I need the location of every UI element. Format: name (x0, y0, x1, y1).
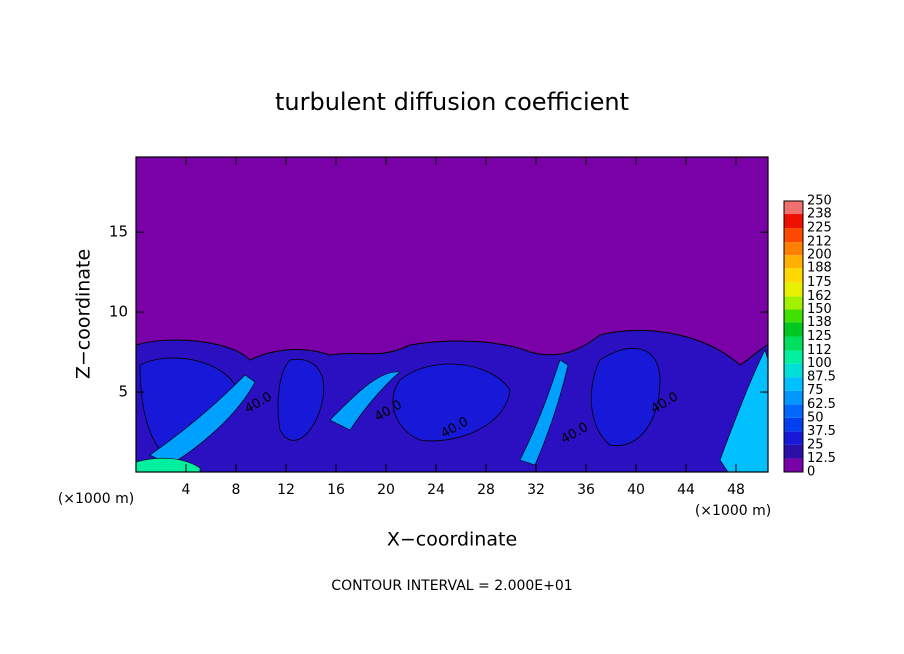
colorbar-label: 112 (807, 343, 832, 358)
chart-title: turbulent diffusion coefficient (275, 88, 629, 116)
colorbar-segment (784, 268, 803, 283)
x-tick-label: 24 (427, 482, 445, 498)
colorbar-segment (784, 228, 803, 243)
colorbar-frame (783, 200, 804, 473)
y-axis-label: Z−coordinate (73, 249, 95, 379)
colorbar-label: 0 (807, 465, 815, 480)
colorbar-segment (784, 458, 803, 472)
x-tick-label: 28 (477, 482, 495, 498)
colorbar-label: 200 (807, 248, 832, 263)
colorbar-label: 62.5 (807, 397, 836, 412)
plot-frame (135, 156, 769, 473)
y-tick-label: 15 (109, 223, 128, 241)
x-unit-left: (×1000 m) (58, 491, 134, 507)
x-tick-label: 20 (377, 482, 395, 498)
colorbar-segment (784, 336, 803, 351)
colorbar-segment (784, 444, 803, 459)
colorbar-segment (784, 282, 803, 297)
x-tick-label: 48 (727, 482, 745, 498)
colorbar-label: 12.5 (807, 451, 836, 466)
colorbar-segment (784, 322, 803, 337)
colorbar-label: 188 (807, 261, 832, 276)
contour-field (136, 157, 768, 472)
colorbar-label: 225 (807, 221, 832, 236)
colorbar-label: 238 (807, 207, 832, 222)
x-tick-label: 12 (277, 482, 295, 498)
colorbar-segment (784, 296, 803, 310)
x-tick-label: 8 (232, 482, 241, 498)
x-tick-label: 16 (327, 482, 345, 498)
colorbar-segment (784, 363, 803, 378)
y-tick-label: 5 (118, 383, 128, 401)
y-tick-label: 10 (109, 303, 128, 321)
colorbar-label: 87.5 (807, 370, 836, 385)
colorbar-segment (784, 242, 803, 256)
colorbar-label: 175 (807, 275, 832, 290)
colorbar-label: 100 (807, 356, 832, 371)
colorbar-segment (784, 417, 803, 432)
colorbar-segment (784, 255, 803, 269)
x-tick-label: 32 (527, 482, 545, 498)
colorbar-segment (784, 377, 803, 391)
colorbar-label: 150 (807, 302, 832, 317)
colorbar-label: 138 (807, 315, 832, 330)
colorbar-label: 162 (807, 289, 832, 304)
colorbar-label: 250 (807, 194, 832, 209)
colorbar-segment (784, 390, 803, 405)
colorbar-segment (784, 309, 803, 323)
colorbar-segment (784, 350, 803, 364)
colorbar-segment (784, 201, 803, 215)
colorbar-label: 125 (807, 329, 832, 344)
colorbar-segment (784, 214, 803, 229)
x-unit-right: (×1000 m) (695, 503, 771, 519)
colorbar-label: 212 (807, 235, 832, 250)
footer-note: CONTOUR INTERVAL = 2.000E+01 (331, 578, 572, 594)
colorbar-segment (784, 404, 803, 418)
x-tick-label: 36 (577, 482, 595, 498)
x-tick-label: 44 (677, 482, 695, 498)
colorbar-label: 25 (807, 437, 824, 452)
colorbar-label: 75 (807, 383, 824, 398)
colorbar-label: 37.5 (807, 424, 836, 439)
x-tick-label: 40 (627, 482, 645, 498)
x-tick-label: 4 (182, 482, 191, 498)
colorbar-segment (784, 431, 803, 445)
colorbar-label: 50 (807, 410, 824, 425)
x-axis-label: X−coordinate (387, 529, 517, 551)
